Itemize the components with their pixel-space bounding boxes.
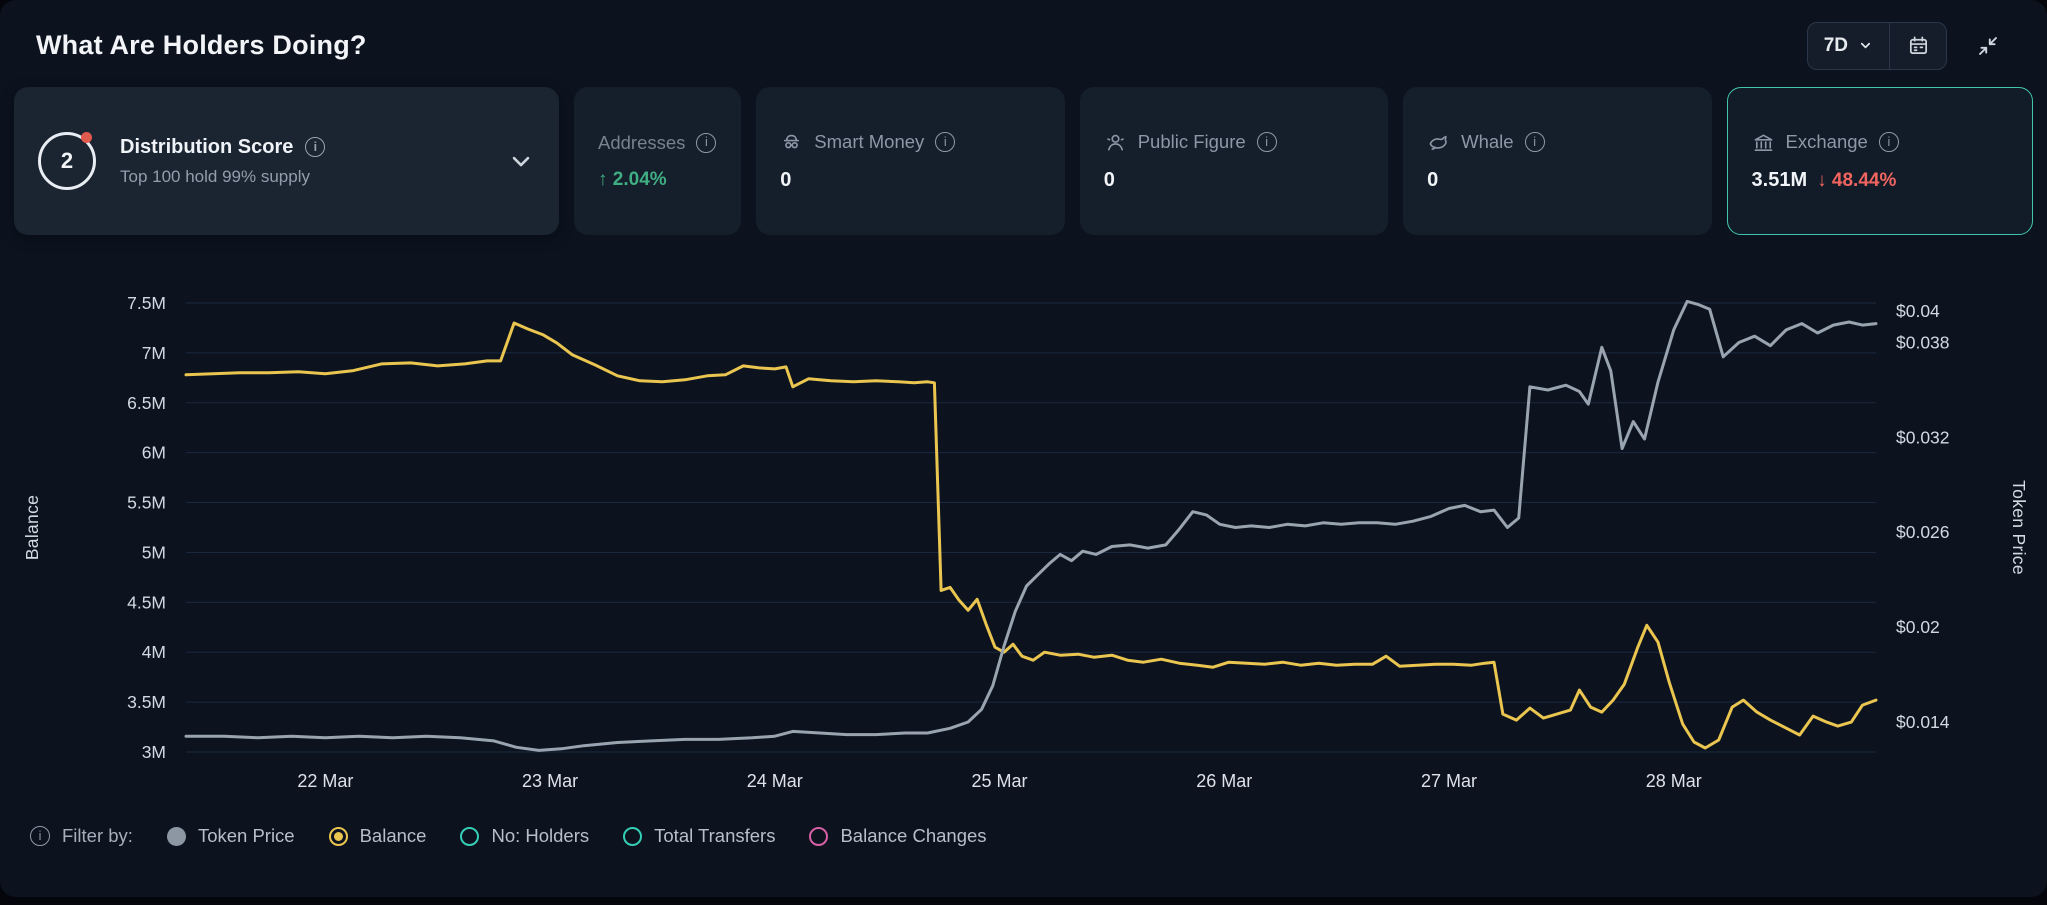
- time-range-control: 7D: [1806, 21, 1947, 70]
- svg-text:6M: 6M: [142, 443, 166, 463]
- svg-text:7.5M: 7.5M: [127, 293, 166, 313]
- public-figure-icon: [1104, 131, 1127, 154]
- distribution-score-value: 2: [60, 148, 74, 173]
- whale-label: Whale: [1461, 131, 1514, 152]
- legend-item-balance-changes[interactable]: Balance Changes: [809, 825, 987, 847]
- distribution-score-title: Distribution Score: [120, 135, 294, 158]
- public-figure-card[interactable]: Public Figure i 0: [1079, 87, 1389, 235]
- chevron-down-icon[interactable]: [507, 147, 535, 175]
- legend-item-balance[interactable]: Balance: [328, 825, 426, 847]
- svg-text:5.5M: 5.5M: [127, 493, 166, 513]
- svg-text:3.5M: 3.5M: [127, 692, 166, 712]
- info-icon[interactable]: i: [696, 132, 717, 153]
- divider: [1889, 22, 1890, 69]
- holders-chart-area: 3M 3.5M 4M 4.5M 5M 5.5M 6M 6.5M 7M 7.5M $0.014 $0.0…: [0, 235, 2047, 795]
- svg-text:4M: 4M: [142, 642, 166, 662]
- page-title: What Are Holders Doing?: [36, 30, 367, 60]
- info-icon: i: [30, 826, 50, 846]
- legend-item-no-holders[interactable]: No: Holders: [460, 825, 589, 847]
- info-icon[interactable]: i: [1256, 132, 1277, 152]
- legend-item-total-transfers[interactable]: Total Transfers: [623, 825, 775, 847]
- header-controls: 7D: [1806, 21, 2013, 70]
- svg-text:6.5M: 6.5M: [127, 393, 166, 413]
- bank-icon: [1752, 131, 1775, 154]
- addresses-change: ↑ 2.04%: [598, 168, 667, 190]
- public-figure-value: 0: [1103, 168, 1115, 191]
- time-range-value: 7D: [1823, 34, 1848, 56]
- smart-money-icon: [780, 131, 803, 154]
- chart-filter-legend: i Filter by: Token Price Balance No: Hol…: [0, 795, 2047, 847]
- svg-text:$0.026: $0.026: [1896, 522, 1950, 542]
- legend-item-token-price[interactable]: Token Price: [166, 825, 295, 847]
- whale-card[interactable]: Whale i 0: [1403, 87, 1712, 235]
- calendar-icon: [1907, 34, 1930, 57]
- holders-chart[interactable]: 3M 3.5M 4M 4.5M 5M 5.5M 6M 6.5M 7M 7.5M $0.014 $0.0…: [0, 235, 2047, 795]
- total-transfers-marker: [623, 826, 643, 846]
- exchange-label: Exchange: [1785, 131, 1868, 152]
- no-holders-marker: [460, 826, 480, 846]
- exchange-change: ↓ 48.44%: [1817, 169, 1897, 191]
- whale-value: 0: [1427, 168, 1439, 191]
- score-alert-dot: [81, 132, 92, 143]
- collapse-icon: [1976, 34, 2000, 58]
- svg-text:$0.02: $0.02: [1896, 617, 1940, 637]
- svg-text:22 Mar: 22 Mar: [297, 771, 353, 791]
- svg-text:7M: 7M: [142, 343, 166, 363]
- addresses-label: Addresses: [598, 131, 686, 153]
- distribution-score-badge: 2: [38, 132, 96, 190]
- distribution-score-text: Distribution Score i Top 100 hold 99% su…: [120, 135, 326, 187]
- addresses-card[interactable]: Addresses i ↑ 2.04%: [574, 87, 742, 235]
- svg-text:26 Mar: 26 Mar: [1196, 771, 1252, 791]
- svg-text:$0.032: $0.032: [1896, 427, 1950, 447]
- svg-text:5M: 5M: [142, 542, 166, 562]
- exchange-value: 3.51M: [1751, 168, 1808, 191]
- balance-marker: [328, 826, 348, 846]
- public-figure-label: Public Figure: [1137, 131, 1246, 152]
- filter-by-label: i Filter by:: [30, 825, 133, 847]
- svg-text:28 Mar: 28 Mar: [1646, 771, 1702, 791]
- info-icon[interactable]: i: [305, 137, 326, 157]
- chevron-down-icon: [1858, 38, 1873, 53]
- info-icon[interactable]: i: [935, 132, 956, 152]
- calendar-button[interactable]: [1890, 23, 1946, 69]
- svg-text:25 Mar: 25 Mar: [972, 771, 1028, 791]
- smart-money-value: 0: [780, 168, 792, 191]
- svg-text:27 Mar: 27 Mar: [1421, 771, 1477, 791]
- time-range-dropdown[interactable]: 7D: [1808, 23, 1889, 69]
- svg-text:3M: 3M: [142, 742, 166, 762]
- svg-text:$0.038: $0.038: [1896, 333, 1950, 353]
- info-icon[interactable]: i: [1878, 132, 1899, 152]
- distribution-score-card[interactable]: 2 Distribution Score i Top 100 hold 99% …: [14, 87, 559, 235]
- svg-text:4.5M: 4.5M: [127, 592, 166, 612]
- whale-icon: [1427, 131, 1450, 154]
- svg-text:23 Mar: 23 Mar: [522, 771, 578, 791]
- collapse-button[interactable]: [1963, 23, 2013, 69]
- panel-header: What Are Holders Doing? 7D: [0, 0, 2047, 87]
- info-icon[interactable]: i: [1524, 132, 1545, 152]
- holder-cards-row: 2 Distribution Score i Top 100 hold 99% …: [0, 87, 2047, 235]
- svg-text:$0.014: $0.014: [1896, 712, 1950, 732]
- svg-text:24 Mar: 24 Mar: [747, 771, 803, 791]
- svg-text:$0.04: $0.04: [1896, 301, 1940, 321]
- smart-money-card[interactable]: Smart Money i 0: [756, 87, 1065, 235]
- token-price-marker: [166, 826, 186, 846]
- balance-changes-marker: [809, 826, 829, 846]
- distribution-score-subtitle: Top 100 hold 99% supply: [120, 166, 310, 186]
- exchange-card[interactable]: Exchange i 3.51M ↓ 48.44%: [1726, 87, 2033, 235]
- smart-money-label: Smart Money: [814, 131, 925, 152]
